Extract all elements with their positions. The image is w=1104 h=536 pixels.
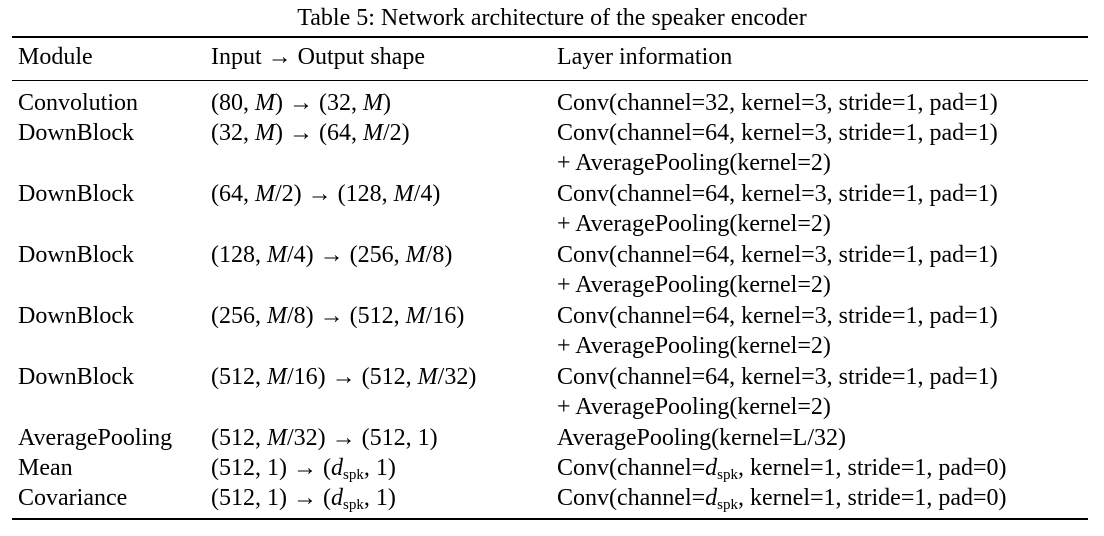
layer-info-line: + AveragePooling(kernel=2) (557, 150, 831, 176)
layer-info-line: + AveragePooling(kernel=2) (557, 272, 831, 298)
shape-cell: (64, M/2) → (128, M/4) (211, 181, 441, 207)
module-cell: DownBlock (18, 181, 134, 207)
header-module: Module (18, 44, 93, 70)
layer-info-line: Conv(channel=64, kernel=3, stride=1, pad… (557, 181, 998, 207)
layer-info-line: Conv(channel=dspk, kernel=1, stride=1, p… (557, 485, 1007, 513)
layer-info-line: Conv(channel=64, kernel=3, stride=1, pad… (557, 364, 998, 390)
shape-cell: (32, M) → (64, M/2) (211, 120, 410, 146)
shape-cell: (512, M/16) → (512, M/32) (211, 364, 477, 390)
layer-info-line: Conv(channel=32, kernel=3, stride=1, pad… (557, 90, 998, 116)
module-cell: DownBlock (18, 303, 134, 329)
layer-info-line: Conv(channel=dspk, kernel=1, stride=1, p… (557, 455, 1007, 483)
layer-info-line: Conv(channel=64, kernel=3, stride=1, pad… (557, 120, 998, 146)
bottom-rule (12, 518, 1088, 520)
shape-cell: (512, 1) → (dspk, 1) (211, 455, 396, 483)
module-cell: DownBlock (18, 120, 134, 146)
module-cell: Covariance (18, 485, 128, 511)
module-cell: Mean (18, 455, 73, 481)
shape-cell: (80, M) → (32, M) (211, 90, 391, 116)
module-cell: DownBlock (18, 242, 134, 268)
layer-info-line: Conv(channel=64, kernel=3, stride=1, pad… (557, 303, 998, 329)
module-cell: Convolution (18, 90, 139, 116)
header-rule (12, 80, 1088, 81)
module-cell: AveragePooling (18, 425, 173, 451)
module-cell: DownBlock (18, 364, 134, 390)
layer-info-line: + AveragePooling(kernel=2) (557, 211, 831, 237)
shape-cell: (512, 1) → (dspk, 1) (211, 485, 396, 513)
layer-info-line: Conv(channel=64, kernel=3, stride=1, pad… (557, 242, 998, 268)
shape-cell: (128, M/4) → (256, M/8) (211, 242, 453, 268)
layer-info-line: AveragePooling(kernel=L/32) (557, 425, 846, 451)
layer-info-line: + AveragePooling(kernel=2) (557, 394, 831, 420)
table-caption: Table 5: Network architecture of the spe… (297, 5, 807, 31)
top-rule (12, 36, 1088, 38)
layer-info-line: + AveragePooling(kernel=2) (557, 333, 831, 359)
header-shape: Input → Output shape (211, 44, 425, 70)
header-layer: Layer information (557, 44, 733, 70)
shape-cell: (256, M/8) → (512, M/16) (211, 303, 465, 329)
shape-cell: (512, M/32) → (512, 1) (211, 425, 438, 451)
